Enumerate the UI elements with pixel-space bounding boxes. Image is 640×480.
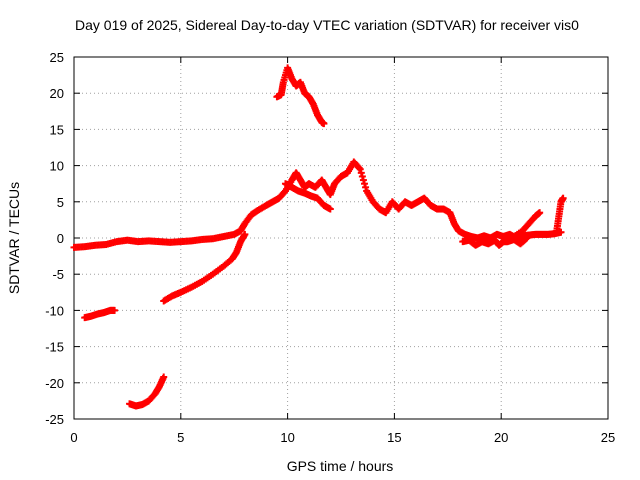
y-axis-label: SDTVAR / TECUs bbox=[6, 182, 22, 294]
data-point bbox=[360, 180, 368, 188]
y-tick-label: 0 bbox=[57, 231, 64, 246]
data-point bbox=[326, 205, 334, 213]
y-tick-label: 25 bbox=[50, 50, 64, 65]
data-point bbox=[559, 194, 567, 202]
data-point bbox=[356, 165, 364, 173]
data-point bbox=[111, 306, 119, 314]
x-tick-label: 25 bbox=[601, 430, 615, 445]
data-point bbox=[536, 209, 544, 217]
axis-ticks: 0 5 10 15 20 25 25 20 15 10 5 0 -5 -10 -15 -20 -25 bbox=[45, 50, 615, 445]
x-tick-label: 15 bbox=[387, 430, 401, 445]
y-tick-label: 10 bbox=[50, 159, 64, 174]
data-point bbox=[359, 176, 367, 184]
x-tick-label: 5 bbox=[177, 430, 184, 445]
data-point bbox=[357, 169, 365, 177]
x-tick-label: 20 bbox=[494, 430, 508, 445]
y-tick-label: -20 bbox=[45, 376, 64, 391]
x-axis-label: GPS time / hours bbox=[287, 458, 394, 474]
y-tick-label: -25 bbox=[45, 412, 64, 427]
data-point bbox=[241, 230, 249, 238]
y-tick-label: 20 bbox=[50, 86, 64, 101]
grid-lines bbox=[74, 57, 608, 419]
data-points bbox=[70, 64, 567, 410]
y-tick-label: 15 bbox=[50, 122, 64, 137]
y-tick-label: 5 bbox=[57, 195, 64, 210]
data-point bbox=[320, 120, 328, 128]
chart-title: Day 019 of 2025, Sidereal Day-to-day VTE… bbox=[75, 17, 579, 33]
data-point bbox=[523, 234, 531, 242]
data-point bbox=[358, 172, 366, 180]
data-point bbox=[362, 183, 370, 191]
data-point bbox=[160, 373, 168, 381]
data-point bbox=[355, 164, 363, 172]
y-tick-label: -15 bbox=[45, 340, 64, 355]
x-tick-label: 0 bbox=[70, 430, 77, 445]
y-tick-label: -5 bbox=[52, 267, 64, 282]
x-tick-label: 10 bbox=[280, 430, 294, 445]
y-tick-label: -10 bbox=[45, 303, 64, 318]
data-point bbox=[557, 228, 565, 236]
